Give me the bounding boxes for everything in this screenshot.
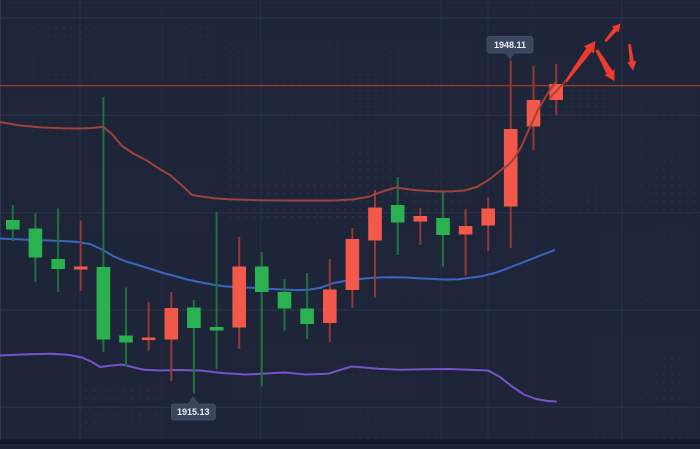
svg-text:1948.11: 1948.11: [494, 40, 526, 50]
svg-text:1915.13: 1915.13: [177, 407, 210, 417]
